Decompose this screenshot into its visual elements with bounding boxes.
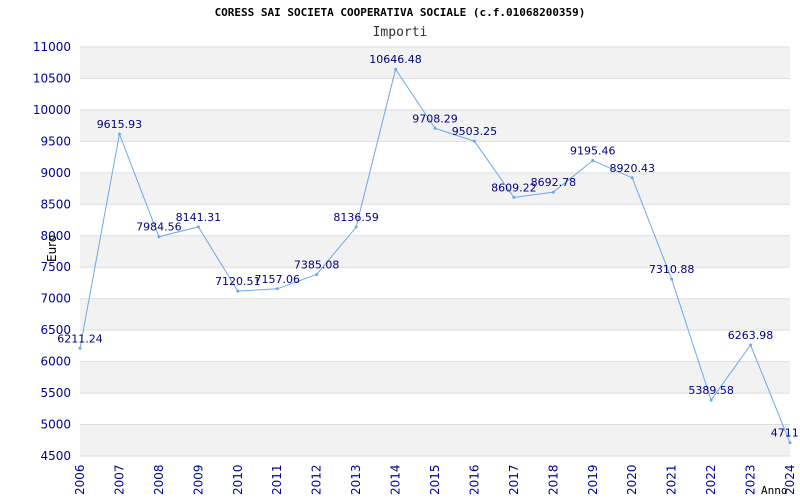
x-tick-label: 2007: [112, 464, 126, 495]
data-label: 6263.98: [728, 329, 774, 342]
y-tick-label: 5500: [40, 386, 71, 400]
data-label: 9708.29: [412, 112, 458, 125]
data-label: 7157.06: [254, 273, 300, 286]
data-point: [117, 132, 121, 136]
data-point: [472, 139, 476, 143]
x-tick-label: 2017: [507, 464, 521, 495]
x-tick-label: 2011: [270, 464, 284, 495]
data-label: 4711.2: [771, 427, 800, 440]
x-tick-label: 2009: [191, 464, 205, 495]
x-tick-label: 2014: [389, 464, 403, 495]
data-point: [709, 398, 713, 402]
y-tick-label: 10500: [33, 71, 71, 85]
data-point: [78, 346, 82, 350]
data-label: 8920.43: [609, 162, 655, 175]
data-label: 8609.22: [491, 181, 537, 194]
data-label: 5389.58: [688, 384, 734, 397]
data-point: [236, 289, 240, 293]
x-tick-label: 2016: [467, 464, 481, 495]
data-point: [157, 235, 161, 239]
data-label: 8692.78: [531, 176, 577, 189]
chart-title: CORESS SAI SOCIETA COOPERATIVA SOCIALE (…: [214, 6, 586, 19]
x-tick-label: 2012: [310, 464, 324, 495]
x-tick-label: 2013: [349, 464, 363, 495]
grid-band: [80, 172, 790, 205]
x-tick-label: 2023: [744, 464, 758, 495]
y-tick-label: 4500: [40, 449, 71, 463]
data-point: [630, 176, 634, 180]
x-tick-label: 2010: [231, 464, 245, 495]
y-tick-label: 9500: [40, 134, 71, 148]
x-tick-label: 2006: [73, 464, 87, 495]
y-tick-label: 11000: [33, 40, 71, 54]
data-label: 9615.93: [97, 118, 143, 131]
chart-subtitle: Importi: [372, 25, 428, 40]
x-tick-label: 2019: [586, 464, 600, 495]
data-point: [788, 441, 792, 445]
grid-band: [80, 109, 790, 142]
data-label: 8141.31: [176, 211, 222, 224]
data-point: [591, 159, 595, 163]
y-tick-label: 7500: [40, 260, 71, 274]
grid-band: [80, 424, 790, 456]
data-point: [315, 272, 319, 276]
y-axis-label: Euro: [45, 235, 59, 262]
x-tick-label: 2024: [783, 464, 797, 495]
data-label: 7385.08: [294, 258, 340, 271]
data-label: 7120.51: [215, 275, 261, 288]
y-tick-label: 10000: [33, 103, 71, 117]
data-point: [749, 343, 753, 347]
x-tick-label: 2018: [546, 464, 560, 495]
y-tick-label: 8000: [40, 229, 71, 243]
y-tick-label: 6000: [40, 355, 71, 369]
data-point: [394, 67, 398, 71]
data-label: 6211.24: [57, 332, 103, 345]
data-point: [551, 190, 555, 194]
data-point: [433, 126, 437, 130]
x-tick-label: 2020: [625, 464, 639, 495]
y-tick-label: 7000: [40, 292, 71, 306]
data-label: 7310.88: [649, 263, 695, 276]
x-tick-label: 2008: [152, 464, 166, 495]
x-tick-label: 2021: [665, 464, 679, 495]
data-point: [196, 225, 200, 229]
grid-band: [80, 361, 790, 394]
data-label: 9195.46: [570, 145, 616, 158]
grid-band: [80, 235, 790, 268]
data-label: 8136.59: [333, 211, 379, 224]
x-tick-label: 2015: [428, 464, 442, 495]
grid-band: [80, 47, 790, 79]
data-point: [275, 287, 279, 291]
data-point: [670, 277, 674, 281]
data-label: 9503.25: [452, 125, 498, 138]
y-tick-label: 9000: [40, 166, 71, 180]
data-point: [512, 195, 516, 199]
data-point: [354, 225, 358, 229]
data-label: 7984.56: [136, 221, 182, 234]
y-tick-label: 8500: [40, 197, 71, 211]
grid-band: [80, 298, 790, 331]
y-tick-label: 6500: [40, 323, 71, 337]
y-tick-label: 5000: [40, 418, 71, 432]
x-tick-label: 2022: [704, 464, 718, 495]
x-axis-label: Anno: [761, 484, 788, 497]
data-label: 10646.48: [369, 53, 422, 66]
